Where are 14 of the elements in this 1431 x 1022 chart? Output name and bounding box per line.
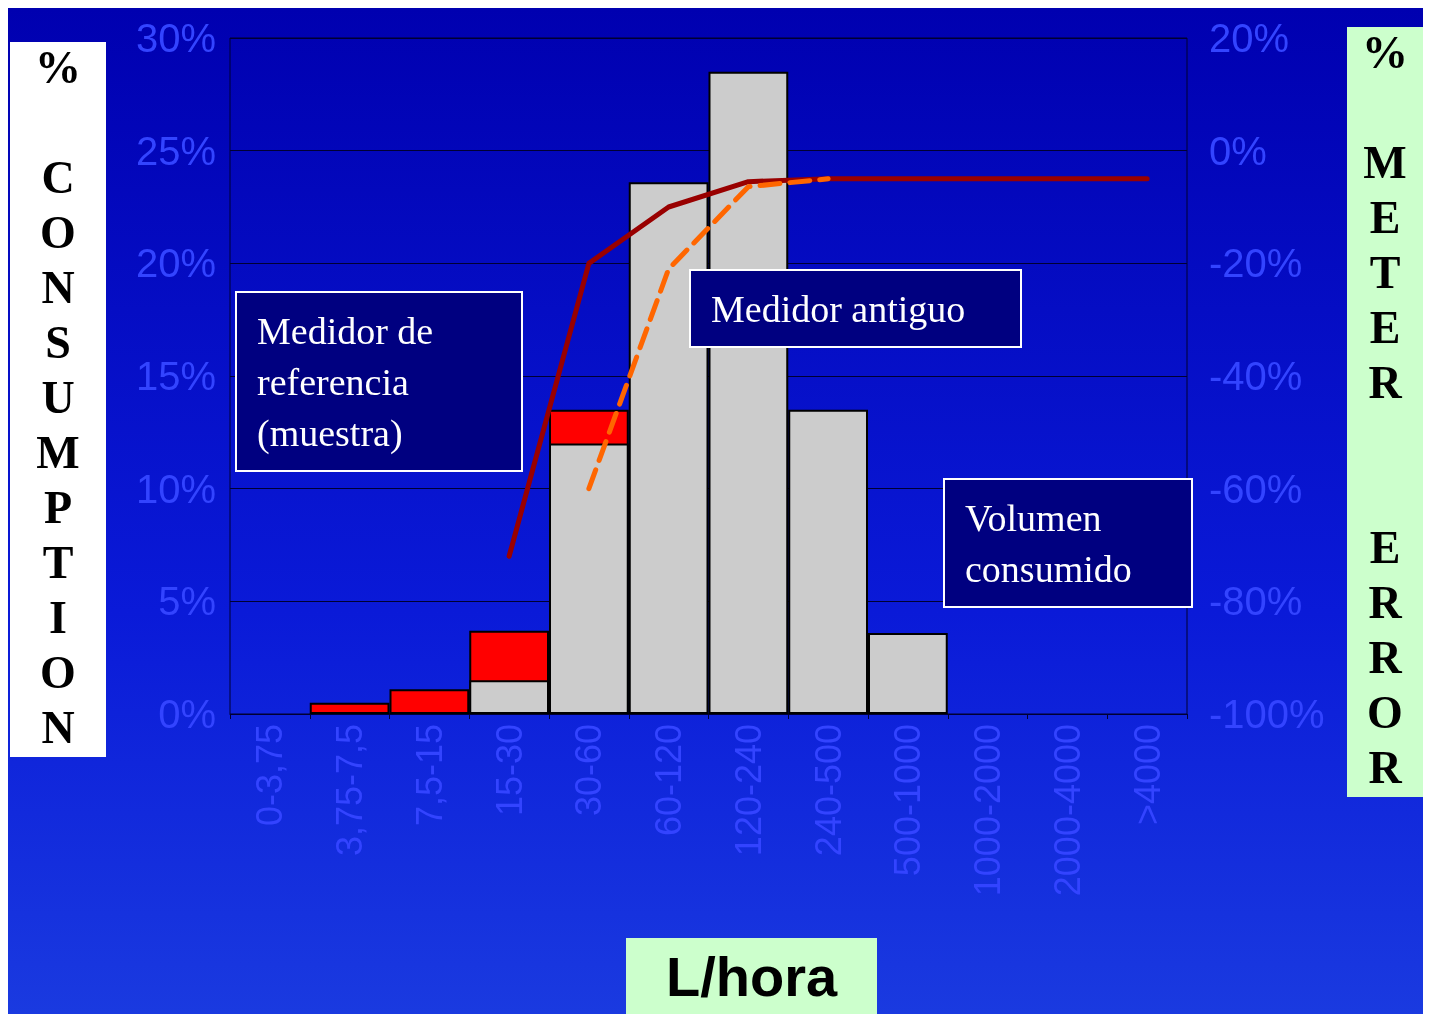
annotation: Volumen consumido <box>965 496 1132 590</box>
y2-tick-label: -20% <box>1209 241 1303 286</box>
x-axis-title: L/hora <box>626 938 878 1015</box>
annotation: Medidor antiguo <box>711 287 966 330</box>
y2-axis-title: % METER ERROR <box>1358 27 1412 797</box>
y-axis-title: % CONSUMPTION <box>31 42 85 757</box>
y-tick-label: 30% <box>135 16 216 60</box>
y-tick-label: 25% <box>135 128 216 173</box>
annotation: Medidor de referencia (muestra) <box>257 309 443 455</box>
y2-tick-label: 0% <box>1209 128 1267 173</box>
y2-tick-label: 20% <box>1209 16 1290 60</box>
y-tick-label: 20% <box>135 241 216 286</box>
y-tick-label: 15% <box>135 354 216 398</box>
y2-tick-label: -40% <box>1209 354 1303 398</box>
